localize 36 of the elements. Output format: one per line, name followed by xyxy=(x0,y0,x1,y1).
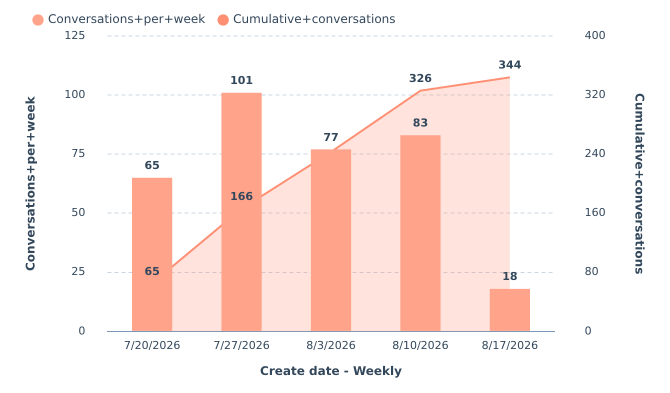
data-label: 166 xyxy=(230,190,254,204)
bar xyxy=(132,178,172,331)
y-tick-label: 25 xyxy=(71,265,86,278)
x-tick-label: 8/17/2026 xyxy=(482,338,538,352)
y-tick-label: 125 xyxy=(64,28,86,42)
y-tick-label: 100 xyxy=(64,88,86,101)
data-label: 101 xyxy=(230,74,254,88)
y2-tick-label: 80 xyxy=(584,265,599,278)
data-label: 18 xyxy=(502,270,518,284)
x-tick-label: 7/27/2026 xyxy=(213,338,270,352)
data-label: 344 xyxy=(498,58,522,72)
y2-tick-label: 160 xyxy=(584,206,606,220)
data-label: 77 xyxy=(323,130,339,144)
x-tick-label: 7/20/2026 xyxy=(124,338,180,352)
y2-tick-label: 240 xyxy=(584,147,606,160)
bar xyxy=(310,149,352,331)
legend-label: Conversations+per+week xyxy=(48,12,206,26)
y2-tick-label: 320 xyxy=(584,88,606,101)
y2-tick-label: 0 xyxy=(584,324,592,338)
data-label: 65 xyxy=(144,264,160,278)
data-label: 65 xyxy=(144,159,160,172)
bar xyxy=(400,135,441,331)
data-label: 83 xyxy=(412,116,428,130)
bar xyxy=(490,288,530,331)
data-label: 326 xyxy=(408,72,432,86)
y-tick-label: 75 xyxy=(71,147,86,160)
x-axis-title: Create date - Weekly xyxy=(260,364,402,378)
y-tick-label: 0 xyxy=(78,324,86,338)
bar xyxy=(221,92,262,331)
y-axis-title: Conversations+per+week xyxy=(23,95,38,271)
x-tick-label: 8/10/2026 xyxy=(392,338,449,352)
y2-axis-title: Cumulative+conversations xyxy=(632,93,647,274)
y-tick-label: 50 xyxy=(71,206,86,220)
x-tick-label: 8/3/2026 xyxy=(306,338,356,352)
y2-tick-label: 400 xyxy=(584,28,606,42)
legend-label: Cumulative+conversations xyxy=(233,12,396,26)
